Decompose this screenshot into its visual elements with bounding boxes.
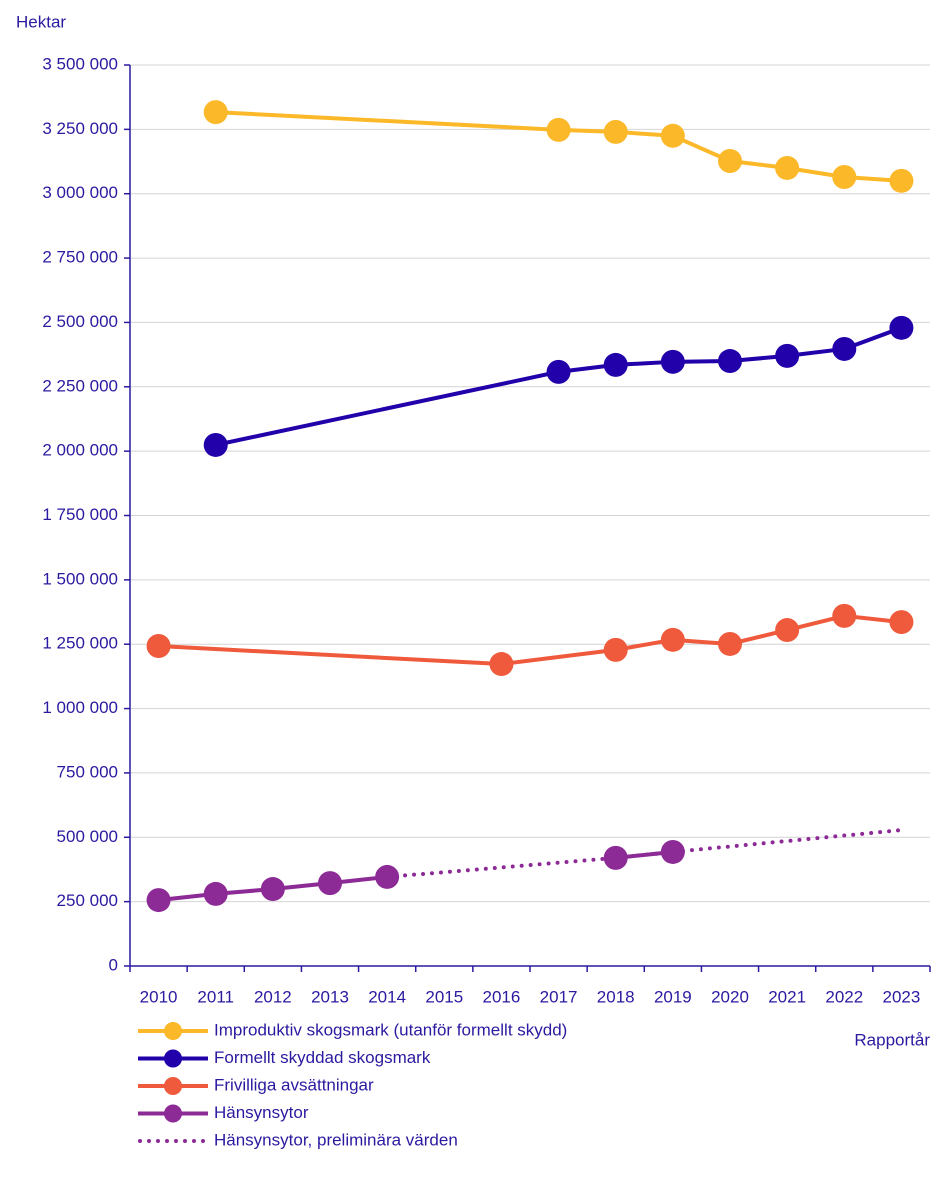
x-tick-label: 2018 xyxy=(597,987,635,1006)
x-tick-label: 2022 xyxy=(825,987,863,1006)
legend-label: Hänsynsytor, preliminära värden xyxy=(214,1130,458,1149)
y-tick-label: 250 000 xyxy=(57,891,118,910)
legend-label: Hänsynsytor xyxy=(214,1103,309,1122)
y-axis-title: Hektar xyxy=(16,12,66,31)
legend-label: Formellt skyddad skogsmark xyxy=(214,1048,431,1067)
point xyxy=(832,164,857,189)
legend-label: Frivilliga avsättningar xyxy=(214,1075,374,1094)
x-tick-label: 2010 xyxy=(140,987,178,1006)
legend-marker xyxy=(164,1077,182,1095)
legend-marker xyxy=(164,1104,182,1123)
y-tick-label: 3 500 000 xyxy=(42,54,118,73)
point xyxy=(546,359,571,384)
point xyxy=(889,315,914,340)
point xyxy=(203,881,228,906)
y-tick-label: 2 500 000 xyxy=(42,312,118,331)
y-tick-label: 1 250 000 xyxy=(42,634,118,653)
x-tick-label: 2023 xyxy=(883,987,921,1006)
point xyxy=(775,618,800,643)
y-tick-label: 500 000 xyxy=(57,827,118,846)
point xyxy=(889,610,914,635)
point xyxy=(318,871,342,896)
y-tick-label: 2 250 000 xyxy=(42,376,118,395)
point xyxy=(603,119,628,144)
x-tick-label: 2011 xyxy=(197,987,234,1006)
point xyxy=(203,432,228,457)
point xyxy=(603,845,628,870)
point xyxy=(603,352,628,377)
point xyxy=(660,627,685,652)
x-tick-label: 2017 xyxy=(540,987,578,1006)
point xyxy=(832,336,857,361)
point xyxy=(146,888,171,913)
x-tick-label: 2016 xyxy=(483,987,521,1006)
point xyxy=(660,123,685,148)
y-tick-label: 2 750 000 xyxy=(42,248,118,267)
point xyxy=(775,343,800,368)
point xyxy=(718,349,742,374)
point xyxy=(489,652,514,677)
point xyxy=(775,155,800,180)
x-tick-label: 2021 xyxy=(768,987,806,1006)
point xyxy=(832,603,857,628)
x-tick-label: 2020 xyxy=(711,987,749,1006)
point xyxy=(718,149,742,174)
y-tick-label: 750 000 xyxy=(57,762,118,781)
legend-marker xyxy=(164,1022,182,1040)
x-tick-label: 2019 xyxy=(654,987,692,1006)
point xyxy=(260,877,285,902)
x-tick-label: 2012 xyxy=(254,987,292,1006)
point xyxy=(146,634,171,659)
x-tick-label: 2014 xyxy=(368,987,406,1006)
y-tick-label: 1 000 000 xyxy=(42,698,118,717)
legend-marker xyxy=(164,1049,182,1068)
point xyxy=(718,631,742,656)
y-tick-label: 1 750 000 xyxy=(42,505,118,524)
x-axis-title: Rapportår xyxy=(854,1030,930,1049)
y-tick-label: 3 000 000 xyxy=(42,183,118,202)
x-tick-label: 2013 xyxy=(311,987,349,1006)
y-tick-label: 1 500 000 xyxy=(42,569,118,588)
legend-label: Improduktiv skogsmark (utanför formellt … xyxy=(214,1020,567,1039)
y-tick-label: 0 xyxy=(109,955,118,974)
point xyxy=(889,168,914,193)
point xyxy=(203,100,228,125)
x-tick-label: 2015 xyxy=(425,987,463,1006)
point xyxy=(603,637,628,662)
point xyxy=(546,117,571,142)
y-tick-label: 2 000 000 xyxy=(42,441,118,460)
y-tick-label: 3 250 000 xyxy=(42,119,118,138)
point xyxy=(660,349,685,374)
